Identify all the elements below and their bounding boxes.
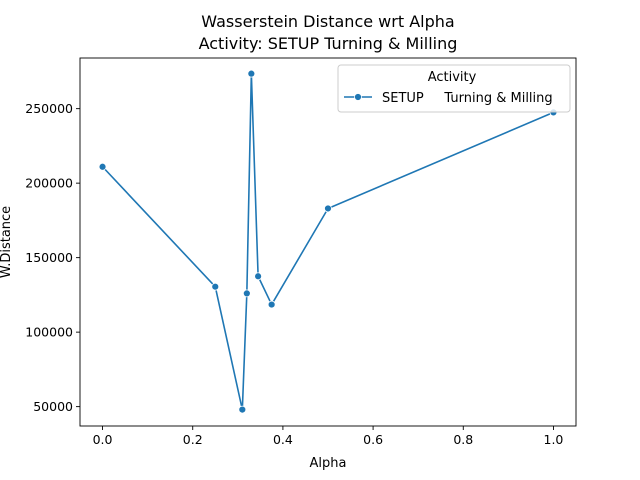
data-point — [211, 282, 220, 291]
data-point — [238, 405, 247, 414]
data-point — [98, 162, 107, 171]
x-tick-label: 0.0 — [93, 432, 113, 447]
x-axis: 0.0 0.2 0.4 0.6 0.8 1.0 — [93, 426, 564, 447]
series-line — [101, 72, 554, 411]
legend-entry-label: SETUP Turning & Milling — [382, 91, 553, 106]
legend-marker-swatch — [354, 93, 362, 101]
legend: Activity SETUP Turning & Milling — [337, 64, 571, 113]
x-tick-label: 0.2 — [183, 432, 203, 447]
chart-title: Wasserstein Distance wrt Alpha — [201, 12, 454, 31]
x-tick-label: 0.4 — [273, 432, 293, 447]
data-point — [254, 272, 263, 281]
y-axis-label: W.Distance — [0, 206, 14, 278]
x-tick-label: 1.0 — [544, 432, 564, 447]
plot-frame — [79, 57, 577, 427]
legend-box — [337, 64, 571, 113]
x-tick-label: 0.8 — [453, 432, 473, 447]
data-point — [247, 69, 256, 78]
data-point — [324, 204, 332, 213]
y-tick-label: 50000 — [33, 399, 73, 414]
y-tick-label: 150000 — [25, 250, 73, 265]
legend-title: Activity — [428, 70, 477, 85]
y-tick-label: 200000 — [25, 176, 73, 191]
series-layer — [98, 69, 558, 414]
chart-subtitle: Activity: SETUP Turning & Milling — [199, 34, 458, 53]
y-axis: 50000 100000 150000 200000 250000 — [25, 101, 80, 414]
x-tick-label: 0.6 — [363, 432, 383, 447]
y-tick-label: 250000 — [25, 101, 73, 116]
x-axis-label: Alpha — [310, 456, 347, 471]
data-point — [267, 300, 276, 309]
y-tick-label: 100000 — [25, 325, 73, 340]
data-point — [242, 289, 251, 298]
